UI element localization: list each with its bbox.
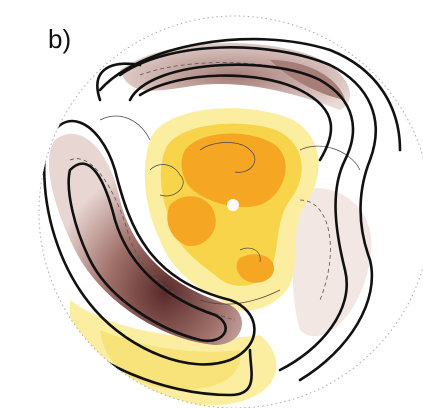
panel-label: b): [48, 24, 71, 54]
pole-marker: [227, 199, 239, 211]
map-fields: [44, 39, 400, 405]
page: b) (() => { const data = JSON.parse(docu…: [0, 0, 423, 408]
polar-map: b): [0, 0, 423, 408]
